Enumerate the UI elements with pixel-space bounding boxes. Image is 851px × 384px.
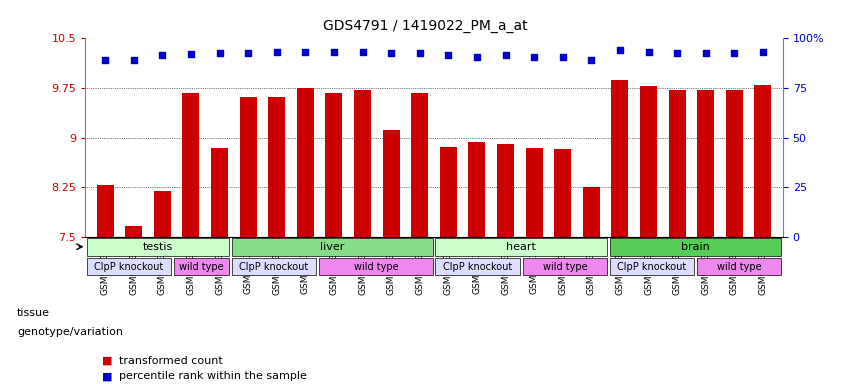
Bar	[96, 185, 114, 384]
FancyBboxPatch shape	[610, 258, 694, 275]
Bar	[697, 90, 714, 384]
Point	[756, 48, 769, 55]
Text: ■: ■	[102, 356, 112, 366]
Text: wild type: wild type	[717, 262, 762, 271]
Bar	[297, 88, 314, 384]
Text: ClpP knockout: ClpP knockout	[94, 262, 163, 271]
Point	[356, 48, 369, 55]
Bar	[640, 86, 657, 384]
FancyBboxPatch shape	[436, 258, 520, 275]
FancyBboxPatch shape	[610, 238, 781, 256]
Text: wild type: wild type	[543, 262, 587, 271]
Bar	[125, 225, 142, 384]
Point	[213, 50, 226, 56]
Bar	[583, 187, 600, 384]
Point	[613, 46, 626, 53]
Bar	[239, 97, 257, 384]
Point	[242, 50, 255, 56]
Point	[671, 50, 684, 56]
Text: testis: testis	[143, 242, 173, 252]
Bar	[211, 147, 228, 384]
Text: ClpP knockout: ClpP knockout	[618, 262, 687, 271]
Text: wild type: wild type	[179, 262, 224, 271]
Point	[385, 50, 398, 56]
Bar	[354, 90, 371, 384]
Bar	[497, 144, 514, 384]
FancyBboxPatch shape	[436, 238, 607, 256]
Text: liver: liver	[320, 242, 345, 252]
Bar	[182, 93, 199, 384]
Text: wild type: wild type	[353, 262, 398, 271]
Point	[699, 50, 712, 56]
FancyBboxPatch shape	[87, 258, 171, 275]
FancyBboxPatch shape	[87, 238, 229, 256]
Bar	[154, 191, 171, 384]
Point	[270, 48, 283, 55]
Text: ClpP knockout: ClpP knockout	[239, 262, 309, 271]
Bar	[383, 130, 400, 384]
Point	[585, 56, 598, 63]
Bar	[726, 90, 743, 384]
Point	[728, 50, 741, 56]
Point	[556, 54, 569, 60]
Point	[299, 48, 312, 55]
FancyBboxPatch shape	[232, 258, 317, 275]
Text: ■: ■	[102, 371, 112, 381]
Text: tissue: tissue	[17, 308, 50, 318]
Bar	[440, 147, 457, 384]
Text: transformed count: transformed count	[119, 356, 223, 366]
FancyBboxPatch shape	[319, 258, 432, 275]
Point	[184, 51, 197, 57]
Text: brain: brain	[682, 242, 710, 252]
Bar	[468, 142, 485, 384]
Bar	[669, 90, 686, 384]
FancyBboxPatch shape	[697, 258, 781, 275]
Bar	[526, 147, 543, 384]
Bar	[554, 149, 571, 384]
Text: genotype/variation: genotype/variation	[17, 327, 123, 337]
Bar	[611, 80, 629, 384]
FancyBboxPatch shape	[174, 258, 229, 275]
Point	[413, 50, 426, 56]
Point	[642, 48, 655, 55]
Bar	[754, 85, 772, 384]
Text: heart: heart	[506, 242, 536, 252]
Bar	[411, 93, 428, 384]
Bar	[268, 97, 285, 384]
FancyBboxPatch shape	[523, 258, 607, 275]
Point	[327, 48, 340, 55]
Point	[127, 56, 140, 63]
Text: GDS4791 / 1419022_PM_a_at: GDS4791 / 1419022_PM_a_at	[323, 19, 528, 33]
Point	[99, 56, 112, 63]
Point	[442, 52, 455, 58]
Text: ClpP knockout: ClpP knockout	[443, 262, 512, 271]
Point	[470, 54, 483, 60]
FancyBboxPatch shape	[232, 238, 432, 256]
Point	[528, 54, 541, 60]
Bar	[325, 93, 342, 384]
Point	[156, 52, 169, 58]
Text: percentile rank within the sample: percentile rank within the sample	[119, 371, 307, 381]
Point	[499, 52, 512, 58]
